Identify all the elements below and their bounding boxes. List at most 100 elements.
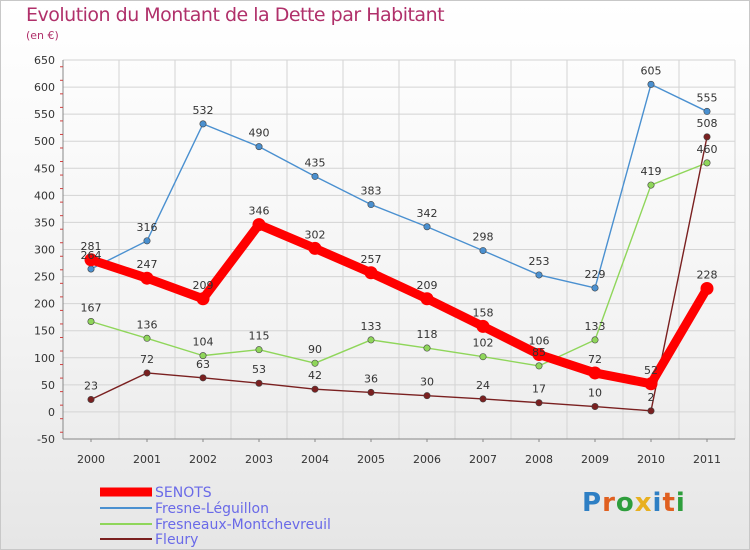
data-label: 167 xyxy=(81,302,102,315)
data-label: 115 xyxy=(249,330,270,343)
data-point xyxy=(703,107,711,115)
data-label: 342 xyxy=(417,207,438,220)
y-tick-label: -50 xyxy=(37,433,55,446)
series-line-2 xyxy=(90,162,708,367)
data-label: 63 xyxy=(196,358,210,371)
data-label: 298 xyxy=(473,231,494,244)
legend-label: Fleury xyxy=(155,532,198,548)
y-tick-label: 400 xyxy=(34,189,55,202)
y-tick-label: 300 xyxy=(34,244,55,257)
legend: SENOTSFresne-LéguillonFresneaux-Montchev… xyxy=(100,485,331,548)
data-label: 264 xyxy=(81,249,102,262)
data-label: 346 xyxy=(249,205,270,218)
x-tick-label: 2010 xyxy=(637,453,665,466)
data-label: 228 xyxy=(697,268,718,281)
data-label: 460 xyxy=(697,143,718,156)
data-label: 118 xyxy=(417,328,438,341)
series-line-0 xyxy=(86,220,712,389)
data-point xyxy=(703,159,711,167)
data-label: 209 xyxy=(193,279,214,292)
data-label: 209 xyxy=(417,279,438,292)
data-point xyxy=(255,346,263,354)
y-tick-label: 250 xyxy=(34,271,55,284)
x-tick-label: 2008 xyxy=(525,453,553,466)
x-tick-label: 2005 xyxy=(357,453,385,466)
y-axis: -50 0 50 100 150 200 250 300 350 400 450 500 550 600 6… xyxy=(34,54,64,446)
data-point xyxy=(84,253,98,267)
data-point xyxy=(140,271,154,285)
y-tick-label: 150 xyxy=(34,325,55,338)
x-tick-label: 2009 xyxy=(581,453,609,466)
data-label: 605 xyxy=(641,64,662,77)
data-label: 133 xyxy=(585,320,606,333)
y-tick-label: 600 xyxy=(34,81,55,94)
data-label: 281 xyxy=(81,240,102,253)
data-label: 253 xyxy=(529,255,550,268)
data-point xyxy=(647,407,655,415)
data-point xyxy=(423,223,431,231)
data-label: 90 xyxy=(308,343,322,356)
data-labels: 2812472093463022572091581067252228264316… xyxy=(81,64,718,403)
data-point xyxy=(420,292,434,306)
data-label: 23 xyxy=(84,379,98,392)
data-label: 72 xyxy=(588,353,602,366)
y-tick-label: 200 xyxy=(34,298,55,311)
data-point xyxy=(199,374,207,382)
data-point xyxy=(199,352,207,360)
data-point xyxy=(588,366,602,380)
data-point xyxy=(143,369,151,377)
data-label: 229 xyxy=(585,268,606,281)
y-tick-label: 650 xyxy=(34,54,55,67)
logo-letter: o xyxy=(615,488,635,518)
data-point xyxy=(199,120,207,128)
y-tick-label: 100 xyxy=(34,352,55,365)
x-tick-label: 2003 xyxy=(245,453,273,466)
y-tick-label: 50 xyxy=(41,379,55,392)
data-point xyxy=(87,318,95,326)
data-label: 85 xyxy=(532,346,546,359)
data-point xyxy=(532,348,546,362)
data-label: 72 xyxy=(140,353,154,366)
data-label: 104 xyxy=(193,336,214,349)
y-tick-label: 500 xyxy=(34,135,55,148)
chart-title: Evolution du Montant de la Dette par Hab… xyxy=(26,4,445,26)
y-tick-label: 350 xyxy=(34,216,55,229)
data-label: 435 xyxy=(305,156,326,169)
data-point xyxy=(252,218,266,232)
data-label: 102 xyxy=(473,337,494,350)
x-tick-label: 2011 xyxy=(693,453,721,466)
series-line-1 xyxy=(90,83,708,289)
data-label: 136 xyxy=(137,318,158,331)
data-point xyxy=(87,395,95,403)
data-label: 42 xyxy=(308,369,322,382)
data-point xyxy=(476,319,490,333)
data-label: 158 xyxy=(473,306,494,319)
data-point xyxy=(311,359,319,367)
logo-letter: i xyxy=(675,488,686,518)
data-label: 106 xyxy=(529,335,550,348)
data-point xyxy=(644,377,658,391)
x-tick-label: 2000 xyxy=(77,453,105,466)
data-point xyxy=(479,353,487,361)
data-label: 555 xyxy=(697,91,718,104)
logo-letter: t xyxy=(662,488,676,518)
data-label: 24 xyxy=(476,379,490,392)
data-point xyxy=(647,181,655,189)
legend-label: SENOTS xyxy=(155,485,212,501)
logo-letter: i xyxy=(652,488,663,518)
data-label: 133 xyxy=(361,320,382,333)
data-label: 383 xyxy=(361,185,382,198)
data-label: 508 xyxy=(697,117,718,130)
logo-letter: P xyxy=(582,488,603,518)
data-point xyxy=(367,388,375,396)
data-point xyxy=(255,143,263,151)
data-label: 316 xyxy=(137,221,158,234)
data-label: 36 xyxy=(364,372,378,385)
data-label: 247 xyxy=(137,258,158,271)
data-point xyxy=(700,281,714,295)
series-lines xyxy=(84,80,714,415)
data-point xyxy=(423,392,431,400)
data-point xyxy=(311,172,319,180)
data-point xyxy=(535,399,543,407)
